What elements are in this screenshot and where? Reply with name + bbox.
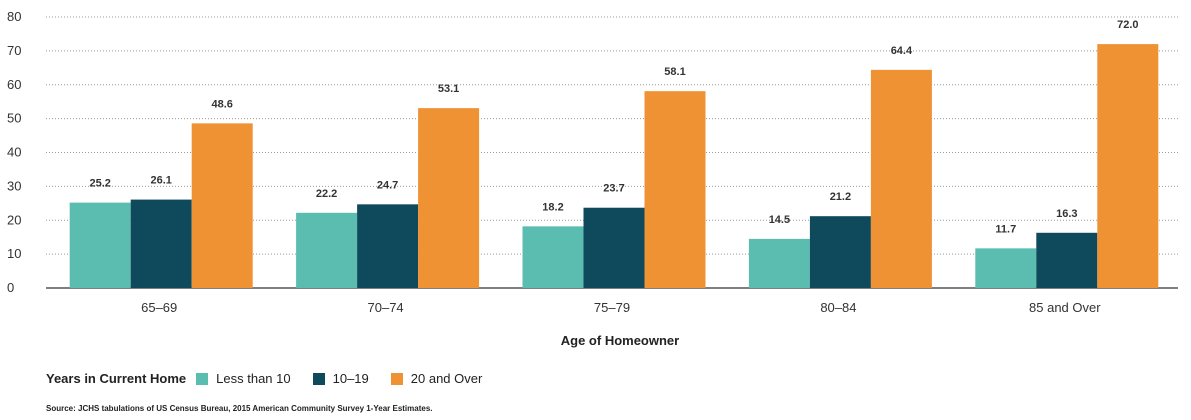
y-tick-label: 50 <box>7 111 21 126</box>
bar <box>748 238 810 288</box>
x-axis-title: Age of Homeowner <box>561 333 679 348</box>
y-tick-label: 0 <box>7 280 14 295</box>
y-tick-label: 20 <box>7 212 21 227</box>
data-label: 22.2 <box>316 188 337 200</box>
bar <box>870 69 932 288</box>
data-labels: 25.2 26.1 48.6 22.2 24.7 53.1 18.2 23.7 58.1 14.5… <box>89 19 1138 235</box>
data-label: 18.2 <box>542 201 563 213</box>
data-label: 24.7 <box>377 179 398 191</box>
bar <box>357 204 419 288</box>
legend-label: 10–19 <box>332 371 369 386</box>
data-label: 23.7 <box>603 183 624 195</box>
data-label: 53.1 <box>438 83 459 95</box>
bar <box>809 216 871 288</box>
x-category-label: 70–74 <box>368 300 404 315</box>
x-category-label: 75–79 <box>594 300 630 315</box>
data-label: 25.2 <box>89 178 110 190</box>
y-tick-label: 40 <box>7 145 21 160</box>
bars <box>69 44 1159 289</box>
x-category-label: 80–84 <box>820 300 856 315</box>
x-axis-categories: 65–69 70–74 75–79 80–84 85 and Over <box>141 300 1101 315</box>
bar-chart: 0 10 20 30 40 50 60 70 80 25.2 26.1 48.6 22.2 24.7 53… <box>7 9 1178 348</box>
legend-swatch <box>312 372 325 385</box>
bar <box>418 108 480 288</box>
data-label: 64.4 <box>891 45 913 57</box>
data-label: 16.3 <box>1056 208 1077 220</box>
bar <box>296 212 358 288</box>
x-category-label: 85 and Over <box>1029 300 1101 315</box>
bar <box>130 199 192 288</box>
y-tick-label: 80 <box>7 9 21 24</box>
legend-title: Years in Current Home <box>46 371 187 386</box>
data-label: 48.6 <box>211 98 232 110</box>
bar <box>522 226 584 288</box>
y-tick-label: 60 <box>7 77 21 92</box>
legend-item-10-19: 10–19 <box>312 371 369 386</box>
legend-label: Less than 10 <box>216 371 291 386</box>
y-tick-label: 10 <box>7 246 21 261</box>
legend-item-less-than-10: Less than 10 <box>196 371 291 386</box>
x-category-label: 65–69 <box>141 300 177 315</box>
data-label: 26.1 <box>150 175 171 187</box>
data-label: 21.2 <box>830 191 851 203</box>
data-label: 58.1 <box>664 66 685 78</box>
y-tick-label: 30 <box>7 178 21 193</box>
bar <box>1097 44 1159 288</box>
legend-label: 20 and Over <box>410 371 483 386</box>
legend-swatch <box>390 372 403 385</box>
bar <box>975 248 1037 288</box>
data-label: 11.7 <box>995 223 1016 235</box>
legend-item-20-and-over: 20 and Over <box>390 371 483 386</box>
bar <box>69 202 131 288</box>
y-tick-label: 70 <box>7 43 21 58</box>
data-label: 14.5 <box>769 214 790 226</box>
bar <box>644 91 706 288</box>
data-label: 72.0 <box>1117 19 1138 31</box>
legend-swatch <box>196 372 209 385</box>
bar <box>191 123 253 289</box>
bar <box>583 207 645 288</box>
source-note: Source: JCHS tabulations of US Census Bu… <box>46 404 433 413</box>
legend: Years in Current Home Less than 10 10–19… <box>46 371 504 386</box>
bar <box>1036 232 1098 288</box>
y-axis-ticks: 0 10 20 30 40 50 60 70 80 <box>7 9 21 295</box>
